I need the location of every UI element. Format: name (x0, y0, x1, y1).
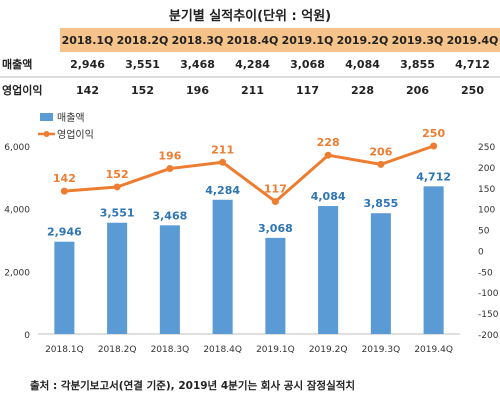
line-data-label: 142 (53, 172, 76, 185)
row-label: 영업이익 (0, 77, 60, 102)
line-point-profit (166, 165, 174, 173)
table-cell: 3,468 (170, 52, 225, 78)
table-header-cell: 2019.1Q (280, 28, 335, 52)
table-cell: 250 (445, 77, 500, 102)
bar-data-label: 3,468 (152, 209, 187, 222)
table-header-cell: 2018.2Q (115, 28, 170, 52)
table-header-cell: 2019.3Q (390, 28, 445, 52)
table-row-sales: 매출액 2,946 3,551 3,468 4,284 3,068 4,084 … (0, 52, 500, 78)
y-left-tick-label: 6,000 (4, 143, 30, 153)
bar-sales (159, 225, 180, 334)
table-header-cell: 2018.3Q (170, 28, 225, 52)
line-data-label: 206 (369, 145, 392, 158)
table-header-cell: 2019.2Q (335, 28, 390, 52)
y-right-tick-label: 50 (478, 227, 490, 237)
legend-marker-profit (43, 131, 50, 137)
x-tick-label: 2019.2Q (309, 345, 348, 355)
y-right-tick-label: 100 (478, 206, 495, 216)
line-data-label: 228 (317, 136, 340, 149)
line-point-profit (324, 151, 332, 159)
bar-data-label: 4,284 (205, 184, 240, 197)
bar-sales (318, 206, 339, 334)
table-cell: 3,855 (390, 52, 445, 78)
table-row-operating-profit: 영업이익 142 152 196 211 117 228 206 250 (0, 77, 500, 102)
page-title: 분기별 실적추이(단위 : 억원) (168, 9, 332, 24)
x-tick-label: 2019.3Q (362, 345, 401, 355)
line-point-profit (271, 198, 279, 206)
y-left-tick-label: 0 (24, 331, 30, 341)
table-header-cell: 2018.1Q (60, 28, 115, 52)
bar-sales (423, 186, 444, 334)
table-cell: 196 (170, 77, 225, 102)
line-point-profit (377, 160, 385, 168)
x-tick-label: 2018.1Q (45, 345, 84, 355)
row-label: 매출액 (0, 52, 60, 78)
bar-sales (212, 199, 233, 334)
table-cell: 211 (225, 77, 280, 102)
legend-label-profit: 영업이익 (57, 128, 94, 141)
bar-sales (107, 222, 128, 334)
table-cell: 228 (335, 77, 390, 102)
line-data-label: 211 (211, 143, 234, 156)
bar-data-label: 3,855 (363, 197, 398, 210)
table-cell: 4,712 (445, 52, 500, 78)
y-right-tick-label: -200 (478, 331, 499, 341)
y-right-tick-label: -50 (478, 268, 493, 278)
line-operating-profit (64, 144, 435, 204)
y-right-tick-label: 250 (478, 143, 495, 153)
y-left-tick-label: 2,000 (4, 268, 30, 278)
x-tick-label: 2018.3Q (151, 345, 190, 355)
table-cell: 142 (60, 77, 115, 102)
table-cell: 4,084 (335, 52, 390, 78)
y-right-tick-label: -100 (478, 289, 499, 299)
legend-swatch-sales (40, 113, 53, 121)
bar-data-label: 2,946 (47, 226, 82, 239)
line-data-label: 196 (158, 150, 181, 163)
table-cell: 117 (280, 77, 335, 102)
table-header-cell: 2019.4Q (445, 28, 500, 52)
x-tick-label: 2019.1Q (256, 345, 295, 355)
line-point-profit (113, 183, 121, 191)
line-point-profit (219, 158, 227, 166)
line-data-label: 250 (422, 127, 445, 140)
table-cell: 3,068 (280, 52, 335, 78)
x-tick-label: 2019.4Q (414, 345, 453, 355)
source-note: 출처 : 각분기보고서(연결 기준), 2019년 4분기는 회사 공시 잠정실… (30, 380, 356, 392)
bar-data-label: 4,084 (311, 190, 346, 203)
line-data-label: 152 (106, 168, 129, 181)
bar-data-label: 4,712 (416, 170, 451, 183)
summary-table: 2018.1Q 2018.2Q 2018.3Q 2018.4Q 2019.1Q … (0, 28, 500, 102)
y-left-tick-label: 4,000 (4, 206, 30, 216)
table-cell: 2,946 (60, 52, 115, 78)
x-tick-label: 2018.2Q (98, 345, 137, 355)
y-right-tick-label: 200 (478, 164, 495, 174)
bar-data-label: 3,068 (258, 222, 293, 235)
table-header-row: 2018.1Q 2018.2Q 2018.3Q 2018.4Q 2019.1Q … (0, 28, 500, 52)
x-tick-label: 2018.4Q (203, 345, 242, 355)
table-cell: 4,284 (225, 52, 280, 78)
bar-sales (265, 237, 286, 334)
legend-label-sales: 매출액 (57, 112, 85, 124)
table-header-cell: 2018.4Q (225, 28, 280, 52)
table-corner (0, 28, 60, 52)
line-point-profit (60, 187, 68, 195)
y-right-tick-label: -150 (478, 310, 499, 320)
y-right-tick-label: 150 (478, 185, 495, 195)
bar-data-label: 3,551 (100, 207, 135, 220)
y-right-tick-label: 0 (478, 247, 484, 257)
table-cell: 206 (390, 77, 445, 102)
bar-sales (370, 213, 391, 334)
table-cell: 152 (115, 77, 170, 102)
line-point-profit (430, 142, 438, 150)
table-cell: 3,551 (115, 52, 170, 78)
line-data-label: 117 (264, 183, 287, 196)
bar-sales (54, 241, 75, 334)
